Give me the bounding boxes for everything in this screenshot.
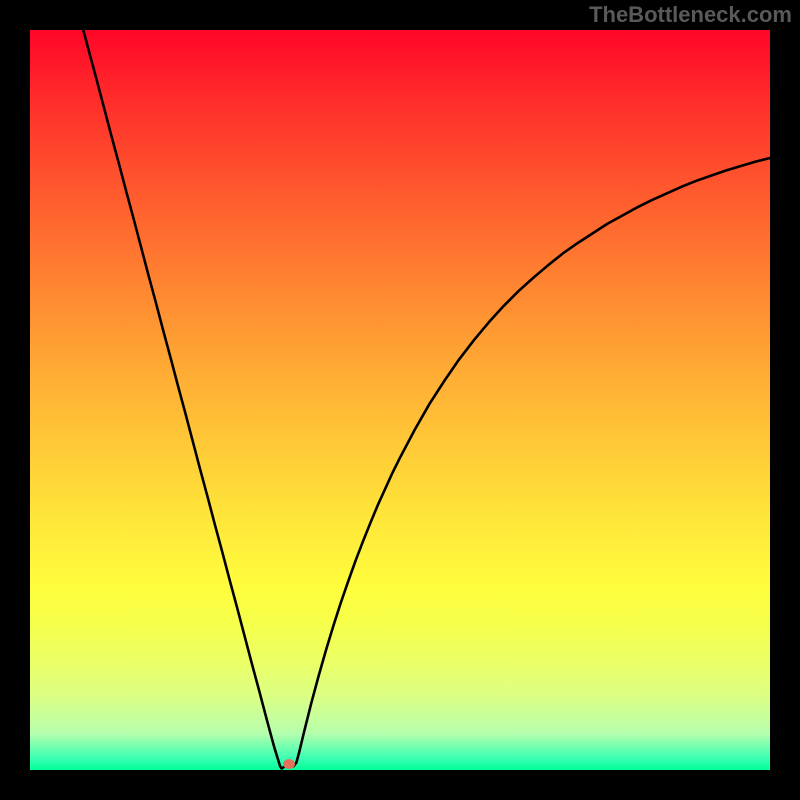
optimum-marker (283, 759, 295, 769)
curve-svg (30, 30, 770, 770)
bottleneck-curve (83, 30, 770, 769)
watermark-text: TheBottleneck.com (589, 2, 792, 28)
plot-area (30, 30, 770, 770)
chart-container: TheBottleneck.com (0, 0, 800, 800)
